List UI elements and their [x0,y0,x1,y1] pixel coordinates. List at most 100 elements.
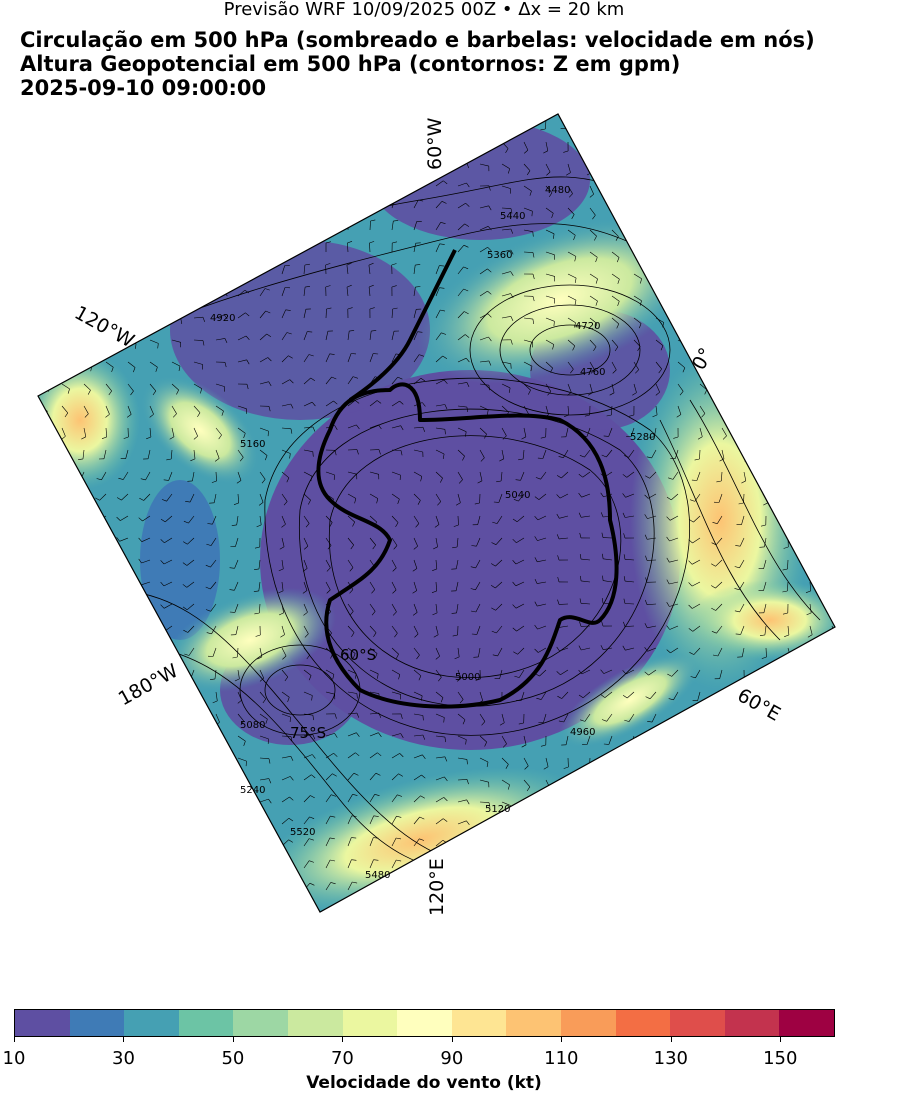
wind-barb-staff [523,757,529,767]
wind-barb-flag [838,840,842,843]
wind-barb-flag [580,719,585,722]
wind-barb-staff [281,713,291,718]
wind-barb-staff [765,311,773,319]
wind-barb-staff [325,331,329,341]
wind-barb-flag [793,455,796,460]
wind-barb-staff [105,383,112,392]
wind-barb-flag [182,584,187,588]
wind-barb-staff [435,309,441,319]
wind-barb-staff [520,691,525,701]
wind-barb-flag [512,604,517,609]
wind-barb-staff [61,163,70,170]
wind-barb-staff [721,119,727,129]
colorbar-tick-label: 70 [330,1048,354,1069]
wind-barb-flag [188,700,194,703]
wind-barb-staff [831,775,835,781]
wind-barb-staff [165,515,173,523]
wind-barb-staff [193,449,196,459]
wind-barb-flag [399,753,404,758]
wind-barb-staff [655,361,662,370]
wind-barb-flag [651,150,657,153]
wind-barb-flag [772,311,778,315]
wind-barb-staff [215,713,220,723]
wind-barb-staff [325,117,335,121]
wind-barb-staff [582,691,591,699]
wind-barb-staff [831,581,834,591]
wind-barb-flag [351,837,357,839]
wind-barb-flag [70,272,74,278]
wind-barb-flag [377,752,382,757]
wind-barb-staff [539,669,547,677]
wind-barb-staff [325,669,335,675]
wind-barb-flag [223,783,225,789]
wind-barb-staff [831,265,835,275]
wind-barb-staff [369,157,377,165]
wind-barb-staff [391,331,395,341]
colorbar [14,1009,835,1037]
wind-barb-flag [393,545,398,550]
wind-barb-staff [347,471,357,475]
wind-barb-staff [435,797,444,803]
wind-barb-flag [330,882,336,885]
wind-barb-flag [666,557,670,563]
wind-barb-staff [391,515,399,523]
wind-barb-staff [611,273,620,280]
wind-barb-flag [622,645,626,651]
wind-barb-flag [148,150,154,154]
wind-barb-flag [392,611,397,616]
wind-barb-flag [595,300,598,306]
wind-barb-flag [443,717,445,723]
wind-barb-flag [673,744,679,747]
wind-barb-flag [837,332,842,333]
wind-barb-flag [515,479,521,481]
wind-barb-staff [97,559,107,564]
wind-barb-staff [39,185,49,188]
wind-barb-staff [83,757,89,767]
latitude-labels: 60°S75°S [290,646,376,742]
wind-barb-staff [105,251,115,255]
wind-barb-staff [479,735,487,743]
wind-barb-staff [523,911,531,912]
wind-barb-staff [523,361,533,367]
wind-barb-staff [699,207,709,212]
wind-barb-flag [680,808,684,814]
wind-barb-staff [39,911,49,912]
wind-barb-staff [501,757,509,765]
wind-barb-flag [567,809,573,814]
wind-barb-flag [814,222,820,224]
wind-barb-staff [831,471,835,478]
wind-barb-staff [39,757,48,764]
wind-barb-flag [809,655,814,660]
wind-barb-flag [224,187,226,193]
wind-barb-flag [725,148,729,153]
wind-barb-flag [105,414,110,418]
wind-barb-flag [666,579,670,585]
wind-barb-flag [549,874,553,879]
wind-barb-flag [666,536,670,542]
wind-barb-staff [567,911,572,912]
wind-barb-flag [488,336,492,342]
wind-barb-staff [83,383,91,391]
wind-barb-staff [149,119,151,130]
wind-barb-flag [246,822,250,828]
wind-barb-staff [655,339,664,346]
wind-barb-staff [743,383,753,386]
wind-barb-staff [171,427,175,437]
wind-barb-staff [303,401,313,407]
colorbar-segment [506,1010,561,1036]
wind-barb-staff [38,493,41,503]
wind-barb-staff [281,221,287,231]
wind-barb-staff [127,185,135,193]
wind-barb-staff [369,116,379,121]
wind-barb-flag [795,886,800,891]
wind-barb-staff [457,691,464,700]
wind-barb-flag [245,312,250,317]
wind-barb-flag [347,241,353,244]
wind-barb-flag [86,170,91,176]
wind-barb-staff [127,295,137,299]
wind-barb-flag [584,766,590,769]
wind-barb-staff [763,581,767,591]
wind-barb-flag [657,831,662,836]
wind-barb-staff [765,842,775,847]
wind-barb-flag [397,376,403,380]
